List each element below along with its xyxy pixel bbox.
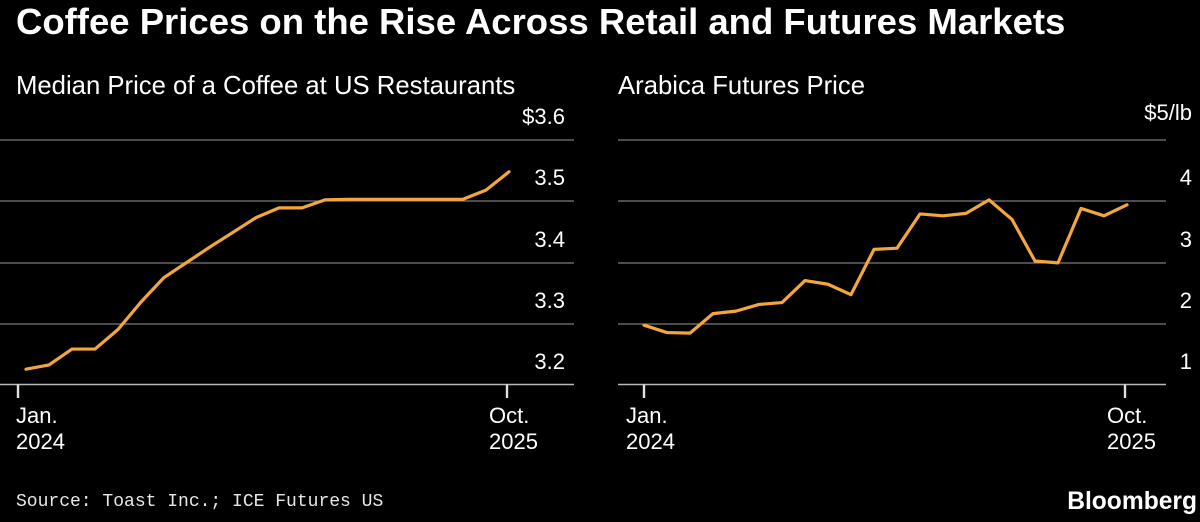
svg-text:4: 4 [1180, 165, 1192, 190]
svg-text:1: 1 [1180, 349, 1192, 374]
svg-text:3.4: 3.4 [534, 227, 565, 252]
svg-text:2: 2 [1180, 288, 1192, 313]
svg-text:3.5: 3.5 [534, 165, 565, 190]
svg-text:$3.6: $3.6 [522, 104, 565, 129]
svg-text:3.2: 3.2 [534, 349, 565, 374]
svg-text:$5/lb: $5/lb [1144, 100, 1192, 125]
svg-text:3: 3 [1180, 227, 1192, 252]
svg-text:3.3: 3.3 [534, 288, 565, 313]
